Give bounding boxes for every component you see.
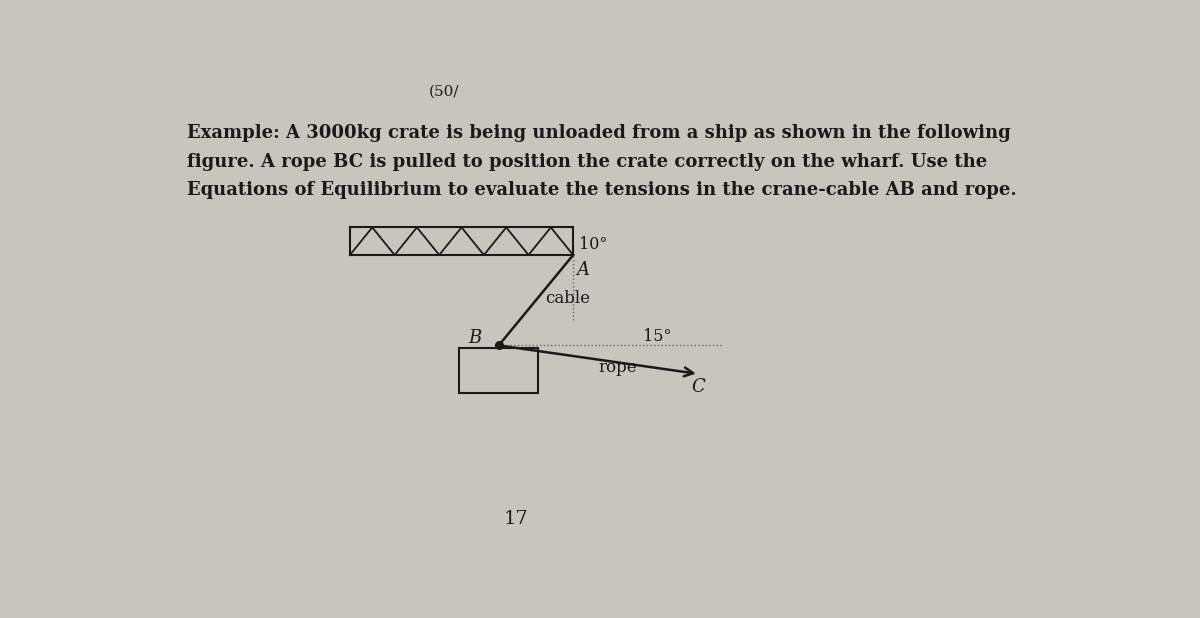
Text: C: C [691,378,706,396]
Text: rope: rope [599,358,637,376]
Text: cable: cable [545,290,590,307]
Text: figure. A rope BC is pulled to position the crate correctly on the wharf. Use th: figure. A rope BC is pulled to position … [187,153,988,171]
Text: (50/: (50/ [430,85,460,99]
Text: B: B [468,329,481,347]
Text: 15°: 15° [643,328,672,345]
Text: A: A [577,261,590,279]
Text: 10°: 10° [578,236,607,253]
Text: Example: A 3000kg crate is being unloaded from a ship as shown in the following: Example: A 3000kg crate is being unloade… [187,124,1010,142]
Text: Equations of Equilibrium to evaluate the tensions in the crane-cable AB and rope: Equations of Equilibrium to evaluate the… [187,181,1016,199]
Text: 17: 17 [504,510,528,528]
Bar [460,348,539,393]
